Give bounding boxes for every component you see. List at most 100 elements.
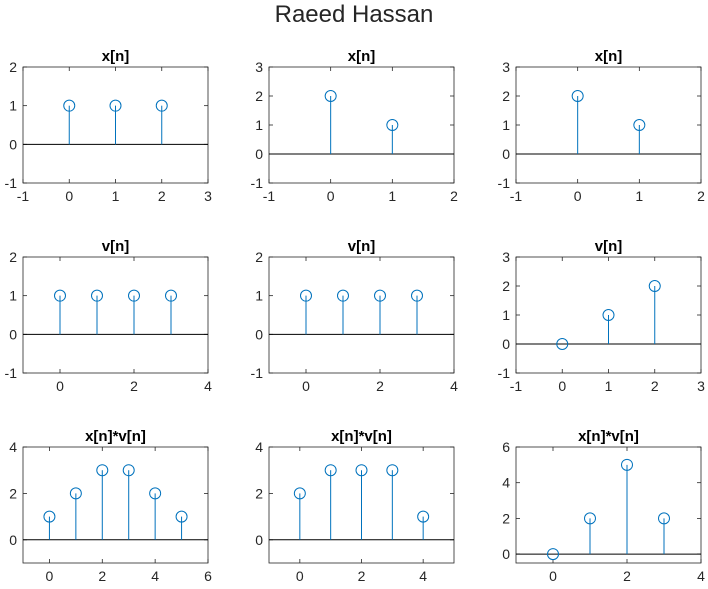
x-tick-label: 0	[65, 188, 73, 204]
axes-box	[268, 66, 455, 184]
x-tick-label: -1	[263, 188, 276, 204]
stem-marker	[602, 309, 615, 321]
subplot-title: x[n]*v[n]	[85, 428, 146, 445]
figure-title: Raeed Hassan	[274, 1, 434, 28]
stem-marker	[109, 99, 122, 112]
stem-marker	[128, 289, 140, 302]
subplot-3: x[n] -1 0 1 2 -1 0 1 2 3	[498, 48, 706, 204]
x-tick-label: 1	[605, 378, 613, 394]
y-tick-label: 2	[502, 278, 510, 294]
subplot-title: v[n]	[595, 238, 623, 255]
x-tick-label: -1	[510, 188, 523, 204]
x-tick-label: 2	[158, 188, 166, 204]
y-tick-label: 3	[502, 249, 510, 265]
axes-box	[268, 256, 455, 374]
stem-marker	[584, 512, 596, 525]
x-tick-label: 2	[376, 378, 384, 394]
y-tick-label: 4	[9, 439, 17, 455]
y-tick-label: 0	[9, 136, 17, 152]
stem-marker	[621, 458, 633, 471]
axes-box	[515, 446, 702, 564]
x-tick-label: 2	[130, 378, 138, 394]
y-tick-label: -1	[5, 175, 18, 191]
subplot-title: v[n]	[348, 238, 376, 255]
y-tick-label: 3	[502, 59, 510, 75]
stem-marker	[54, 289, 66, 302]
stem-marker	[324, 90, 337, 102]
stem-marker	[165, 289, 177, 302]
y-tick-label: 2	[502, 510, 510, 526]
subplot-5: v[n] 0 2 4 -1 0 1 2	[251, 238, 459, 394]
stem-marker	[122, 464, 135, 477]
x-tick-label: 0	[327, 188, 335, 204]
stem-marker	[658, 512, 670, 525]
stem-marker	[633, 119, 646, 131]
subplot-1: x[n] -1 0 1 2 3 -1 0 1 2	[5, 48, 213, 204]
stem-marker	[417, 510, 430, 523]
subplot-title: x[n]*v[n]	[578, 428, 639, 445]
stem-marker	[175, 510, 188, 523]
y-tick-label: 0	[502, 546, 510, 562]
subplot-2: x[n] -1 0 1 2 -1 0 1 2 3	[251, 48, 459, 204]
stem-marker	[324, 464, 337, 477]
y-tick-label: 3	[255, 59, 263, 75]
stem-marker	[96, 464, 109, 477]
x-tick-label: 4	[697, 568, 705, 584]
stem-marker	[571, 90, 584, 102]
stem-marker	[43, 510, 56, 523]
x-tick-label: 0	[549, 568, 557, 584]
x-tick-label: 1	[388, 188, 396, 204]
stem-marker	[648, 280, 661, 292]
y-tick-label: 1	[9, 288, 17, 304]
x-tick-label: 1	[112, 188, 120, 204]
x-tick-label: 0	[46, 568, 54, 584]
subplot-7: x[n]*v[n] 0 2 4 6 0 2 4	[9, 428, 212, 584]
x-tick-label: 0	[558, 378, 566, 394]
stem-marker	[355, 464, 368, 477]
stem-marker	[155, 99, 168, 112]
stem-marker	[374, 289, 386, 302]
y-tick-label: 1	[255, 288, 263, 304]
x-tick-label: 2	[358, 568, 366, 584]
y-tick-label: -1	[251, 365, 264, 381]
x-tick-label: 6	[204, 568, 212, 584]
stem-marker	[91, 289, 103, 302]
x-tick-label: 3	[697, 378, 705, 394]
x-tick-label: 2	[98, 568, 106, 584]
stem-marker	[411, 289, 423, 302]
stem-marker	[293, 487, 306, 500]
x-tick-label: 4	[204, 378, 212, 394]
subplot-9: x[n]*v[n] 0 2 4 0 2 4 6	[502, 428, 705, 584]
y-tick-label: 2	[255, 249, 263, 265]
axes-box	[515, 66, 702, 184]
stem-marker	[300, 289, 312, 302]
y-tick-label: 1	[502, 117, 510, 133]
y-tick-label: 4	[255, 439, 263, 455]
y-tick-label: 6	[502, 439, 510, 455]
x-tick-label: 4	[419, 568, 427, 584]
x-tick-label: 2	[697, 188, 705, 204]
x-tick-label: 4	[450, 378, 458, 394]
x-tick-label: -1	[17, 188, 30, 204]
y-tick-label: 2	[255, 485, 263, 501]
y-tick-label: -1	[498, 175, 511, 191]
y-tick-label: 0	[255, 326, 263, 342]
subplot-8: x[n]*v[n] 0 2 4 0 2 4	[255, 428, 455, 584]
y-tick-label: 0	[9, 532, 17, 548]
y-tick-label: 0	[255, 146, 263, 162]
stem-marker	[547, 548, 559, 561]
x-tick-label: 1	[635, 188, 643, 204]
stem-marker	[69, 487, 82, 500]
y-tick-label: 2	[9, 59, 17, 75]
y-tick-label: 2	[255, 88, 263, 104]
subplot-title: x[n]	[595, 48, 623, 65]
axes-box	[22, 256, 209, 374]
y-tick-label: 2	[502, 88, 510, 104]
stem-marker	[63, 99, 76, 112]
x-tick-label: 3	[204, 188, 212, 204]
y-tick-label: 0	[255, 532, 263, 548]
subplot-title: x[n]	[348, 48, 376, 65]
subplot-4: v[n] 0 2 4 -1 0 1 2	[5, 238, 213, 394]
x-tick-label: -1	[510, 378, 523, 394]
